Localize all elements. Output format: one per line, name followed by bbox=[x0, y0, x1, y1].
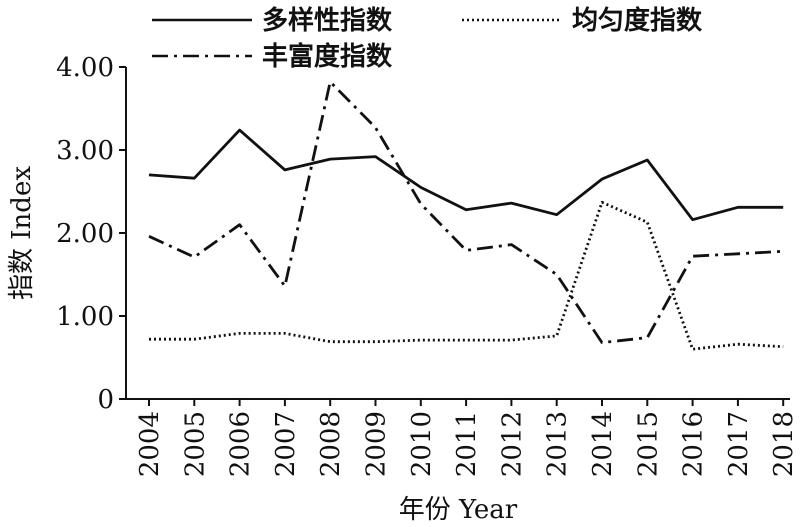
x-tick-label: 2006 bbox=[226, 411, 256, 477]
x-tick-label: 2018 bbox=[769, 411, 799, 477]
x-axis-title: 年份 Year bbox=[399, 495, 518, 525]
axes bbox=[125, 67, 790, 400]
x-tick-label: 2011 bbox=[452, 411, 482, 477]
x-tick-label: 2013 bbox=[543, 411, 573, 477]
x-tick-label: 2012 bbox=[497, 411, 527, 477]
legend-label-evenness: 均匀度指数 bbox=[572, 5, 703, 36]
series-line-richness bbox=[148, 80, 784, 345]
x-tick-label: 2007 bbox=[271, 411, 301, 477]
x-tick-label: 2014 bbox=[588, 411, 618, 477]
y-tick-label: 0 bbox=[97, 385, 114, 415]
x-tick-label: 2009 bbox=[362, 411, 392, 477]
series-line-evenness bbox=[149, 200, 784, 351]
y-tick-label: 2.00 bbox=[56, 219, 114, 249]
x-tick-label: 2005 bbox=[180, 411, 210, 477]
legend-label-diversity: 多样性指数 bbox=[262, 5, 393, 36]
y-tick-label: 3.00 bbox=[56, 136, 114, 166]
legend: 多样性指数 均匀度指数 丰富度指数 bbox=[152, 5, 703, 72]
x-tick-label: 2010 bbox=[407, 411, 437, 477]
x-tick-label: 2016 bbox=[679, 411, 709, 477]
series-line-diversity bbox=[148, 128, 784, 222]
x-tick-label: 2017 bbox=[724, 411, 754, 477]
x-ticks: 2004 2005 2006 2007 2008 2009 2010 2011 2012 2013… bbox=[135, 399, 799, 477]
x-tick-label: 2008 bbox=[316, 411, 346, 477]
x-tick-label: 2015 bbox=[633, 411, 663, 477]
y-ticks: 0 1.00 2.00 3.00 4.00 bbox=[56, 53, 126, 415]
legend-label-richness: 丰富度指数 bbox=[262, 41, 393, 72]
y-tick-label: 1.00 bbox=[56, 302, 114, 332]
series-group bbox=[148, 80, 784, 351]
y-tick-label: 4.00 bbox=[56, 53, 114, 83]
y-axis-title: 指数 Index bbox=[7, 166, 37, 300]
x-tick-label: 2004 bbox=[135, 411, 165, 477]
